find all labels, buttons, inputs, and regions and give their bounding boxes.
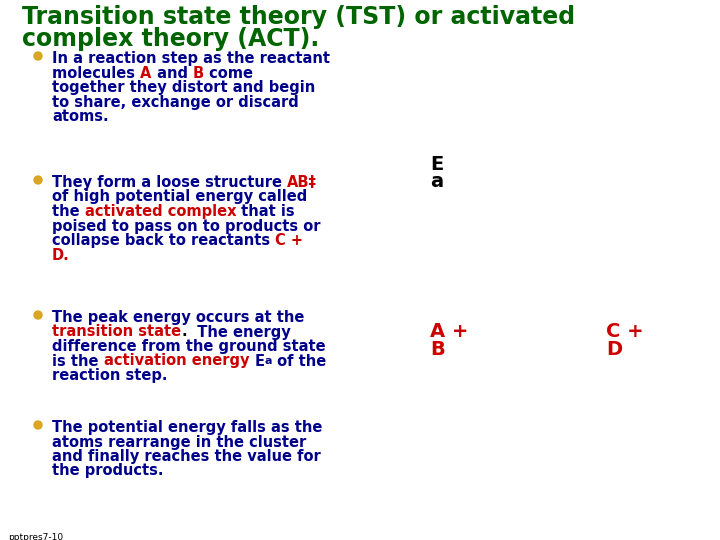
Text: They form a loose structure: They form a loose structure [52,175,287,190]
Text: poised to pass on to products or: poised to pass on to products or [52,219,320,233]
Text: The energy: The energy [186,325,290,340]
Text: and: and [151,65,193,80]
Text: pptpres7-10: pptpres7-10 [8,533,63,540]
Text: D.: D. [52,247,70,262]
Circle shape [34,176,42,184]
Text: AB‡: AB‡ [287,175,317,190]
Text: molecules: molecules [52,65,140,80]
Text: that is: that is [236,204,295,219]
Text: C +: C + [606,322,644,341]
Text: the products.: the products. [52,463,163,478]
Text: of high potential energy called: of high potential energy called [52,190,307,205]
Text: transition state: transition state [52,325,181,340]
Circle shape [34,52,42,60]
Text: Transition state theory (TST) or activated: Transition state theory (TST) or activat… [22,5,575,29]
Text: collapse back to reactants: collapse back to reactants [52,233,275,248]
Text: activation energy: activation energy [104,354,254,368]
Text: B: B [430,340,445,359]
Text: A +: A + [430,322,469,341]
Text: E: E [254,354,264,368]
Text: activated complex: activated complex [85,204,236,219]
Text: E: E [430,155,444,174]
Text: In a reaction step as the reactant: In a reaction step as the reactant [52,51,330,66]
Text: to share, exchange or discard: to share, exchange or discard [52,94,299,110]
Text: A: A [140,65,151,80]
Text: difference from the ground state: difference from the ground state [52,339,325,354]
Text: of the: of the [271,354,326,368]
Text: a: a [430,172,443,191]
Text: The potential energy falls as the: The potential energy falls as the [52,420,323,435]
Text: is the: is the [52,354,104,368]
Text: a: a [264,356,271,367]
Text: The peak energy occurs at the: The peak energy occurs at the [52,310,305,325]
Text: complex theory (ACT).: complex theory (ACT). [22,27,319,51]
Text: the: the [52,204,85,219]
Circle shape [34,421,42,429]
Text: come: come [204,65,253,80]
Circle shape [34,311,42,319]
Text: B: B [193,65,204,80]
Text: reaction step.: reaction step. [52,368,168,383]
Text: atoms rearrange in the cluster: atoms rearrange in the cluster [52,435,306,449]
Text: together they distort and begin: together they distort and begin [52,80,315,95]
Text: D: D [606,340,622,359]
Text: and finally reaches the value for: and finally reaches the value for [52,449,320,464]
Text: .: . [181,325,186,340]
Text: atoms.: atoms. [52,109,109,124]
Text: C +: C + [275,233,303,248]
